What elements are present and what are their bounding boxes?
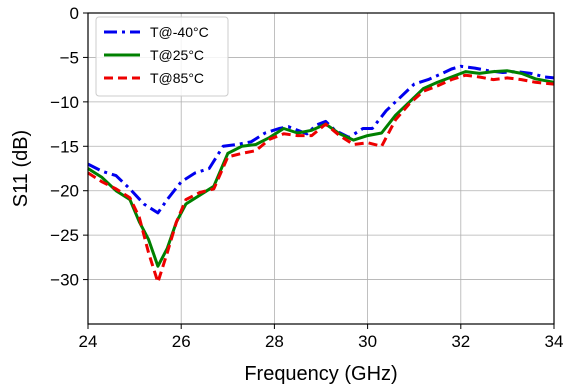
plot-frame xyxy=(87,12,555,325)
series-line-1 xyxy=(87,69,555,268)
x-tick-label: 34 xyxy=(545,332,564,351)
x-axis-label: Frequency (GHz) xyxy=(244,363,397,385)
y-tick-label: −25 xyxy=(50,226,79,245)
y-tick-label: −5 xyxy=(60,48,79,67)
y-tick-label: −10 xyxy=(50,93,79,112)
y-tick-label: 0 xyxy=(70,4,79,23)
legend-label-1: T@25°C xyxy=(150,47,204,63)
series-line-0 xyxy=(87,64,555,215)
series-layer xyxy=(87,64,555,284)
x-tick-label: 26 xyxy=(172,332,191,351)
x-axis-ticks: 24 26 28 30 32 34 xyxy=(79,324,564,351)
x-tick-label: 28 xyxy=(265,332,284,351)
x-tick-label: 32 xyxy=(451,332,470,351)
y-tick-label: −30 xyxy=(50,271,79,290)
series-line-2 xyxy=(87,73,555,284)
x-tick-label: 24 xyxy=(79,332,98,351)
legend-label-2: T@85°C xyxy=(150,70,204,86)
legend-box xyxy=(95,16,229,97)
legend: T@-40°C T@25°C T@85°C xyxy=(95,16,229,97)
y-axis-ticks: 0 −5 −10 −15 −20 −25 −30 xyxy=(50,4,88,290)
y-tick-label: −20 xyxy=(50,182,79,201)
y-axis-label: S11 (dB) xyxy=(10,130,32,207)
y-tick-label: −15 xyxy=(50,137,79,156)
x-tick-label: 30 xyxy=(358,332,377,351)
legend-label-0: T@-40°C xyxy=(150,24,209,40)
